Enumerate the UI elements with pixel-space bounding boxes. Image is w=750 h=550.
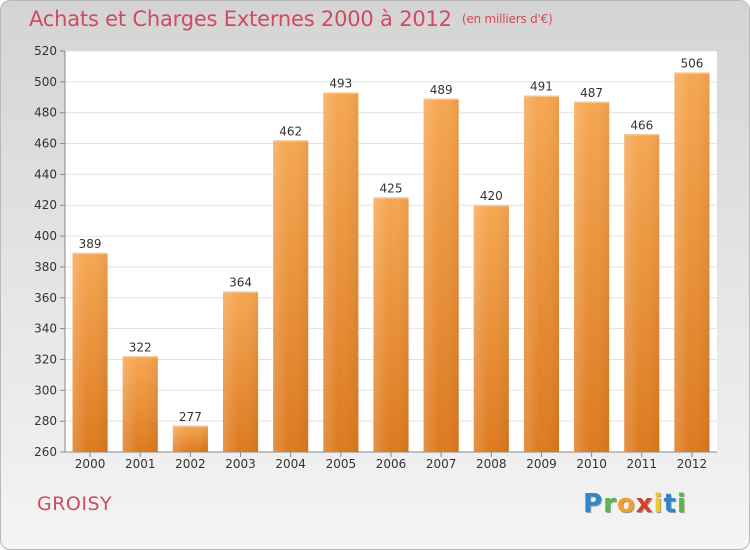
data-label-2011: 466 xyxy=(630,118,653,132)
chart-title: Achats et Charges Externes 2000 à 2012 (e… xyxy=(29,7,553,31)
bar-highlight xyxy=(423,98,459,453)
data-label-2010: 487 xyxy=(580,86,603,100)
x-tick-label-2012: 2012 xyxy=(677,457,708,471)
commune-name: GROISY xyxy=(37,493,113,515)
data-label-2009: 491 xyxy=(530,80,553,94)
data-label-2012: 506 xyxy=(680,57,703,71)
bar-highlight xyxy=(323,92,359,453)
y-tick-label: 380 xyxy=(34,260,57,274)
bar-highlight xyxy=(523,95,560,452)
x-tick-label-2001: 2001 xyxy=(125,457,156,471)
data-label-2001: 322 xyxy=(129,340,152,354)
y-tick-label: 420 xyxy=(34,198,57,212)
x-tick-label-2005: 2005 xyxy=(326,457,357,471)
bar-highlight xyxy=(273,140,309,452)
data-label-2006: 425 xyxy=(380,182,403,196)
x-tick-label-2011: 2011 xyxy=(626,457,657,471)
x-tick-label-2004: 2004 xyxy=(275,457,306,471)
chart-unit: (en milliers d'€) xyxy=(461,12,553,26)
x-tick-label-2002: 2002 xyxy=(175,457,206,471)
x-tick-label-2010: 2010 xyxy=(576,457,607,471)
data-label-2004: 462 xyxy=(279,124,302,138)
x-tick-label-2000: 2000 xyxy=(75,457,106,471)
y-tick-label: 340 xyxy=(34,322,57,336)
y-tick-label: 460 xyxy=(34,137,57,151)
x-tick-label-2003: 2003 xyxy=(225,457,256,471)
data-label-2005: 493 xyxy=(329,77,352,91)
data-label-2007: 489 xyxy=(430,83,453,97)
bar-highlight xyxy=(72,253,108,452)
y-tick-label: 440 xyxy=(34,167,57,181)
x-tick-label-2007: 2007 xyxy=(426,457,457,471)
bar-highlight xyxy=(473,205,509,452)
bar-highlight xyxy=(624,134,660,453)
chart-title-text: Achats et Charges Externes 2000 à 2012 xyxy=(29,7,452,31)
data-label-2002: 277 xyxy=(179,410,202,424)
y-tick-label: 500 xyxy=(34,75,57,89)
y-tick-label: 300 xyxy=(34,383,57,397)
bar-highlight xyxy=(574,101,610,453)
bar-highlight xyxy=(674,72,710,452)
data-label-2000: 389 xyxy=(79,237,102,251)
y-tick-label: 320 xyxy=(34,352,57,366)
x-tick-label-2008: 2008 xyxy=(476,457,507,471)
y-tick-label: 520 xyxy=(34,44,57,58)
y-tick-label: 360 xyxy=(34,291,57,305)
data-label-2003: 364 xyxy=(229,276,252,290)
data-label-2008: 420 xyxy=(480,189,503,203)
y-tick-label: 260 xyxy=(34,445,57,459)
x-tick-label-2006: 2006 xyxy=(376,457,407,471)
proxiti-logo: Proxiti xyxy=(583,489,687,519)
x-tick-label-2009: 2009 xyxy=(526,457,557,471)
bar-highlight xyxy=(172,425,208,452)
bar-highlight xyxy=(373,197,409,452)
y-tick-label: 400 xyxy=(34,229,57,243)
y-tick-label: 280 xyxy=(34,414,57,428)
bar-highlight xyxy=(122,356,158,452)
bar-highlight xyxy=(222,291,259,452)
y-tick-label: 480 xyxy=(34,106,57,120)
